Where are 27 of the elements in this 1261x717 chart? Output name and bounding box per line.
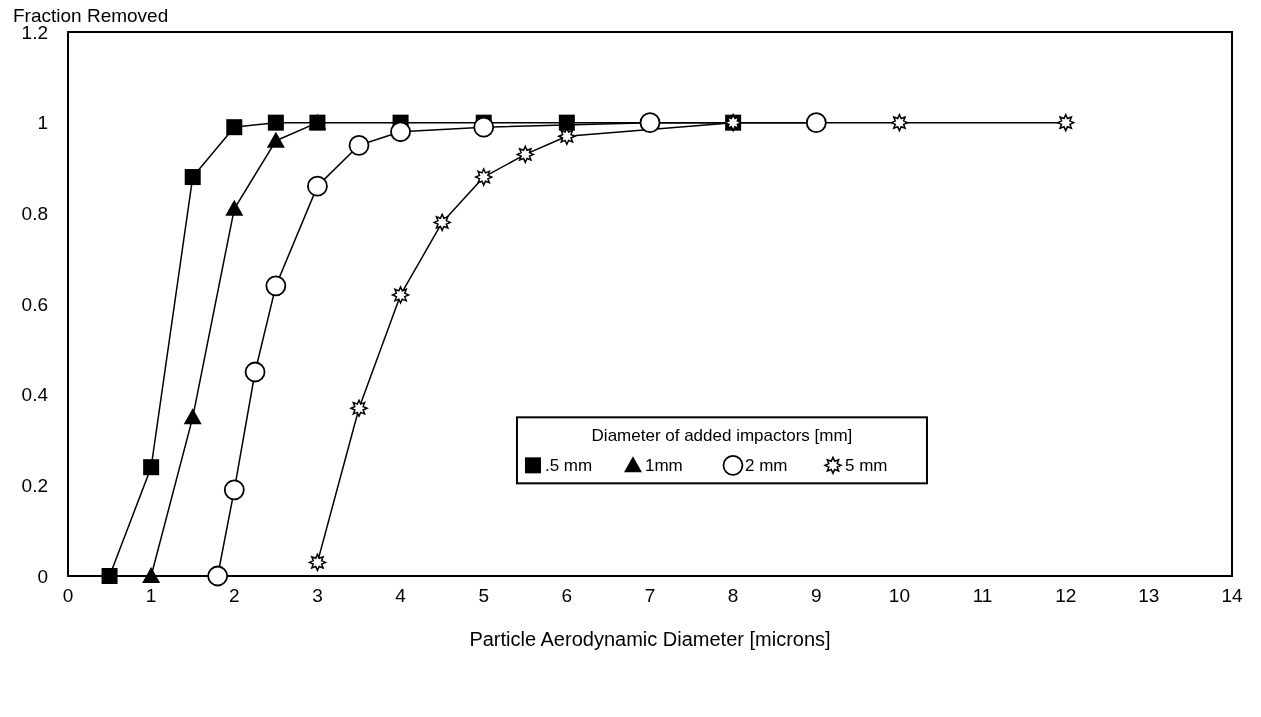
y-tick-label: 0.2 (21, 474, 48, 496)
x-tick-label: 13 (1138, 585, 1160, 606)
x-tick-label: 11 (972, 585, 993, 606)
x-tick-label: 12 (1055, 585, 1077, 606)
y-tick-label: 1 (37, 112, 48, 134)
legend-label: 1mm (644, 456, 683, 476)
x-tick-label: 8 (727, 585, 739, 606)
x-tick-label: 6 (561, 585, 573, 606)
y-tick-label: 0.4 (21, 384, 49, 406)
y-tick-label: 0 (37, 565, 48, 587)
x-tick-label: 9 (811, 585, 822, 606)
x-tick-label: 2 (229, 585, 240, 606)
x-tick-label: 4 (395, 585, 407, 606)
x-tick-label: 1 (145, 585, 157, 606)
x-tick-label: 0 (62, 585, 74, 606)
x-tick-label: 3 (312, 585, 323, 606)
x-tick-label: 5 (478, 585, 489, 606)
legend-label: 2 mm (744, 456, 788, 476)
legend-label: 5 mm (844, 456, 888, 476)
x-tick-label: 14 (1221, 585, 1243, 606)
x-axis-title: Particle Aerodynamic Diameter [microns] (469, 628, 831, 650)
legend-title: Diameter of added impactors [mm] (591, 426, 853, 446)
legend-label: .5 mm (544, 456, 593, 476)
y-tick-label: 0.8 (21, 202, 48, 224)
x-tick-label: 10 (888, 585, 910, 606)
x-tick-label: 7 (644, 585, 656, 606)
y-tick-label: 0.6 (21, 293, 48, 315)
